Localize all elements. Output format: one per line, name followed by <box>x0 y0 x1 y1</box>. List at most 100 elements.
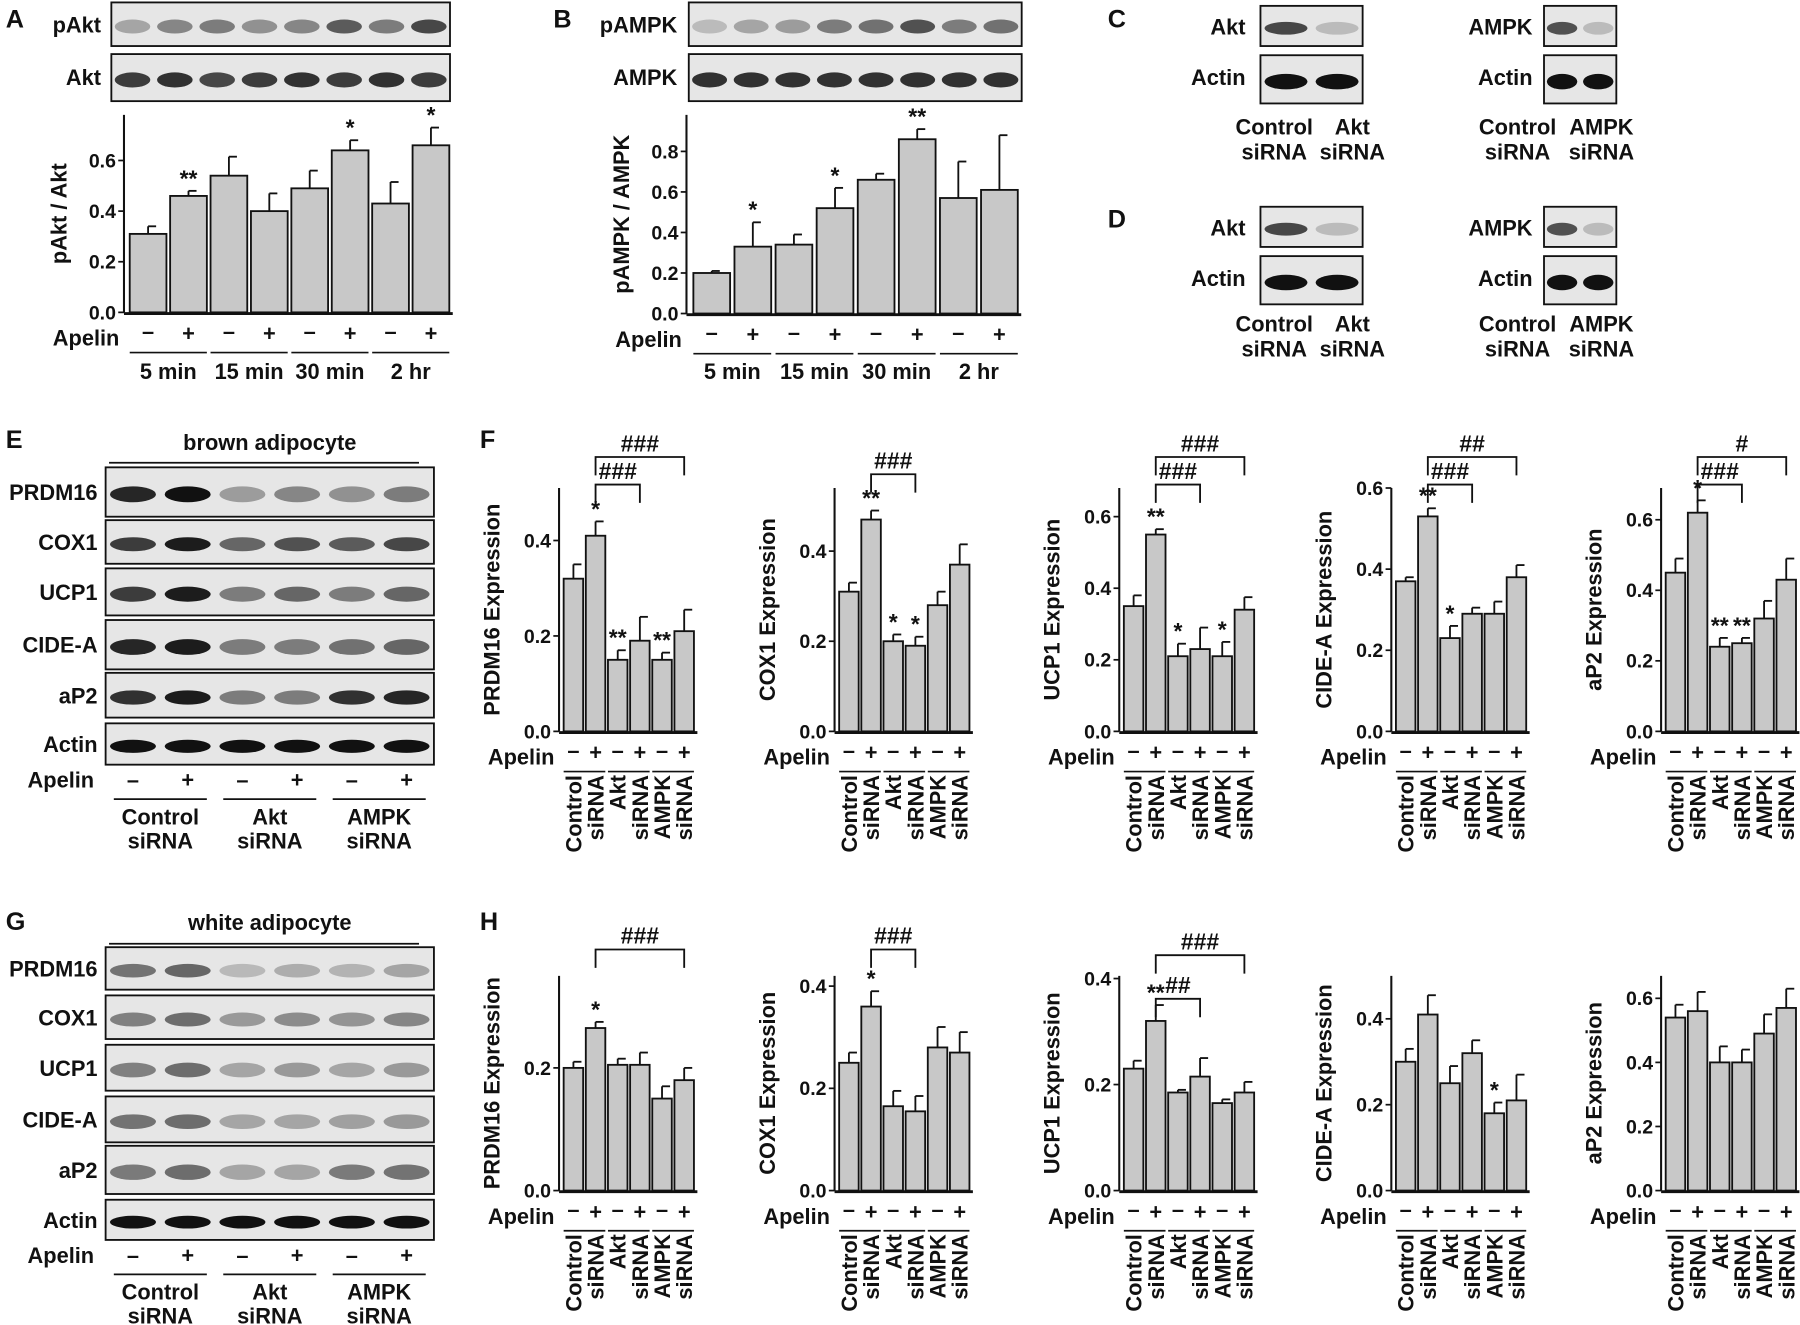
y-tick-label: 0.4 <box>89 201 116 223</box>
y-tick-label: 0.6 <box>1356 478 1383 500</box>
protein-band <box>328 1114 375 1130</box>
significance-marker: * <box>831 162 840 188</box>
blot-frame <box>104 722 435 766</box>
group-label: AMPK <box>926 1234 951 1298</box>
protein-band <box>1546 222 1578 236</box>
blot-row-label: Actin <box>1191 266 1246 291</box>
apelin-label: Apelin <box>53 326 120 351</box>
protein-band <box>157 72 193 88</box>
apelin-sign: – <box>1758 1197 1770 1222</box>
apelin-sign: – <box>843 738 855 763</box>
y-tick-label: 0.0 <box>89 302 116 324</box>
lane-label: siRNA <box>1485 337 1551 362</box>
blot-row-label: CIDE-A <box>22 1107 97 1132</box>
protein-band <box>219 537 266 552</box>
group-label: siRNA <box>1144 1234 1169 1300</box>
protein-band <box>1546 274 1578 291</box>
group-label: 15 min <box>780 359 849 384</box>
group-label: Control <box>122 1280 199 1305</box>
blot-row-label: Akt <box>1210 15 1245 40</box>
bar <box>897 138 937 315</box>
bar <box>939 197 978 315</box>
bar <box>1211 655 1233 733</box>
blot-cide-a <box>104 619 435 671</box>
blot-akt-knockdown <box>1259 205 1364 248</box>
protein-band <box>1264 274 1308 291</box>
significance-marker: * <box>346 115 355 141</box>
protein-band <box>816 72 852 88</box>
y-tick-label: 0.2 <box>799 631 826 653</box>
blot-frame <box>104 567 435 617</box>
blot-ampk-knockdown <box>1543 205 1618 248</box>
apelin-label: Apelin <box>615 327 682 352</box>
chart-a: 0.0 0.2 0.4 0.6 pAkt / Akt – ** + – + – * + – * + Apelin… <box>47 102 453 384</box>
group-label: Akt <box>606 775 631 810</box>
protein-band <box>284 19 320 34</box>
y-tick-label: 0.2 <box>799 1078 826 1100</box>
protein-band <box>1315 21 1359 35</box>
bar <box>1753 1032 1775 1192</box>
bar <box>1731 642 1753 733</box>
significance-marker: ** <box>653 627 671 653</box>
group-label: Control <box>561 775 586 852</box>
protein-band <box>274 1114 321 1130</box>
protein-band <box>219 1114 266 1130</box>
protein-band <box>109 739 156 753</box>
group-label: siRNA <box>1686 775 1711 841</box>
bracket-label: ### <box>1159 458 1198 484</box>
significance-bracket <box>594 456 686 476</box>
blot-ucp1 <box>104 1043 435 1092</box>
significance-bracket <box>1426 483 1474 503</box>
group-label: siRNA <box>1730 1234 1755 1300</box>
protein-band <box>274 1012 321 1027</box>
y-axis-title: COX1 Expression <box>755 518 780 701</box>
bar <box>330 149 370 314</box>
apelin-sign: – <box>1216 1197 1228 1222</box>
protein-band <box>1546 73 1578 90</box>
significance-marker: * <box>911 611 920 637</box>
apelin-sign: – <box>127 768 139 793</box>
group-label: Akt <box>1166 1234 1191 1269</box>
group-label: Akt <box>881 775 906 810</box>
blot-row-label: UCP1 <box>39 580 97 605</box>
apelin-label: Apelin <box>763 1204 830 1229</box>
blot-title: white adipocyte <box>187 910 352 935</box>
group-label: AMPK <box>1210 775 1235 839</box>
apelin-label: Apelin <box>488 745 555 770</box>
y-tick-label: 0.4 <box>1356 1009 1383 1031</box>
bar <box>1775 1007 1797 1192</box>
blot-row-label: COX1 <box>38 1005 97 1030</box>
protein-band <box>328 537 375 552</box>
protein-band <box>941 19 977 34</box>
group-label: Control <box>1122 775 1147 852</box>
bar <box>1145 533 1167 733</box>
bar <box>290 187 330 314</box>
bar <box>629 639 651 733</box>
protein-band <box>109 639 156 655</box>
protein-band <box>900 19 936 34</box>
protein-band <box>164 739 211 753</box>
protein-band <box>328 586 375 602</box>
significance-bracket <box>1154 456 1246 476</box>
blot-cox1 <box>104 519 435 565</box>
bar <box>607 1063 629 1192</box>
group-label: siRNA <box>859 775 884 841</box>
bar <box>411 144 451 314</box>
apelin-sign: – <box>1714 738 1726 763</box>
bar <box>1167 1091 1189 1192</box>
bar <box>607 658 629 733</box>
protein-band <box>274 486 321 503</box>
protein-band <box>1546 21 1578 35</box>
apelin-sign: + <box>829 322 842 347</box>
group-label: AMPK <box>1210 1234 1235 1298</box>
significance-marker: ** <box>1711 612 1729 638</box>
bar <box>774 243 814 315</box>
apelin-sign: – <box>236 1243 248 1268</box>
bar <box>1211 1102 1233 1192</box>
protein-band <box>1315 274 1359 291</box>
bracket-label: ### <box>874 447 913 473</box>
protein-band <box>164 639 211 655</box>
group-label: siRNA <box>1504 1234 1529 1300</box>
significance-bracket <box>870 473 917 493</box>
apelin-sign: – <box>1488 738 1500 763</box>
